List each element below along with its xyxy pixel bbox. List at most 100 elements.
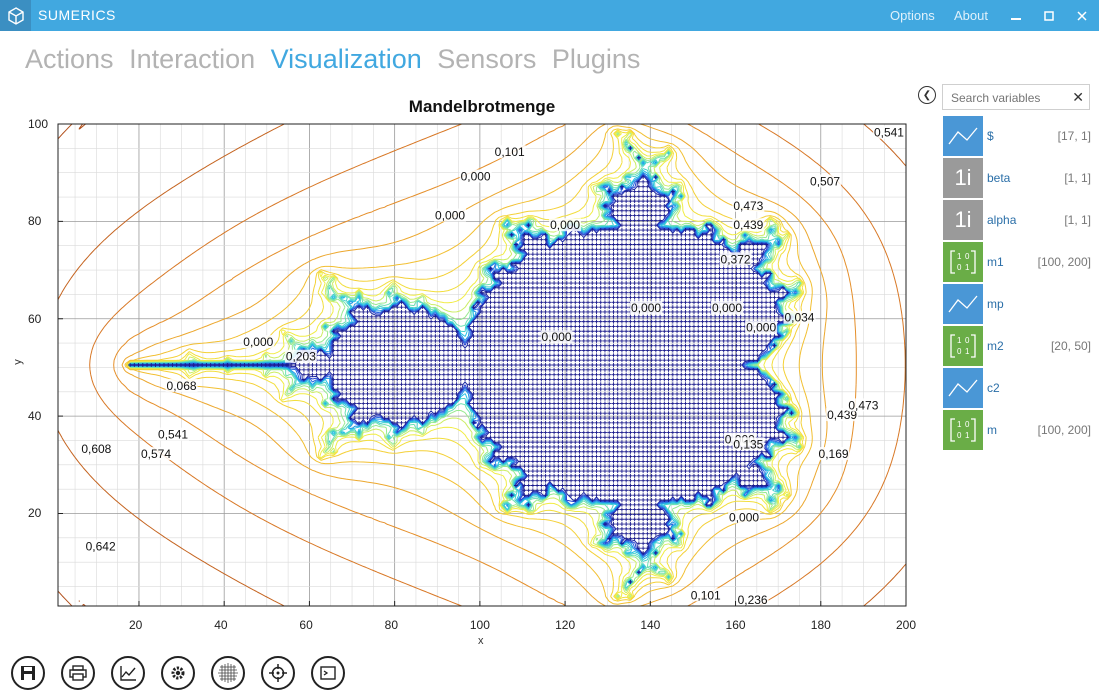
variable-name: $ <box>987 129 994 143</box>
svg-text:1: 1 <box>965 263 970 272</box>
y-axis-label: y <box>11 359 24 365</box>
plot-title: Mandelbrotmenge <box>408 97 556 116</box>
contour-label-bg <box>732 437 765 451</box>
contour-label: 0,000 <box>729 510 759 524</box>
contour-label-bg <box>434 208 467 222</box>
tab-visualization[interactable]: Visualization <box>270 44 422 74</box>
variable-name: c2 <box>987 381 1000 395</box>
variable-item[interactable]: 1i alpha [1, 1] <box>943 200 1093 240</box>
contour-label-bg <box>549 218 582 232</box>
contour-label: 0,473 <box>733 199 763 213</box>
svg-text:0: 0 <box>957 263 962 272</box>
app-logo-icon <box>0 0 31 31</box>
contour-label-bg <box>817 447 850 461</box>
contour-level <box>113 124 857 606</box>
contour-label-bg <box>689 588 722 602</box>
settings-button[interactable] <box>161 656 195 690</box>
x-axis-label: x <box>478 635 484 647</box>
contour-level <box>124 125 813 605</box>
contour-label: 0,541 <box>158 428 188 442</box>
save-button[interactable] <box>11 656 45 690</box>
x-tick-label: 40 <box>214 618 228 632</box>
contour-label-bg <box>165 378 198 392</box>
contour-labels: 0,5410,5070,4730,4390,0000,1010,0000,000… <box>80 125 905 606</box>
y-tick-label: 80 <box>28 214 42 229</box>
contour-label-bg <box>745 320 778 334</box>
search-input[interactable] <box>949 90 1071 106</box>
svg-text:1: 1 <box>965 347 970 356</box>
svg-text:1: 1 <box>957 336 962 345</box>
contour-label-bg <box>728 510 761 524</box>
contour-level <box>127 132 803 598</box>
contour-label: 0,372 <box>721 252 751 266</box>
contour-label: 0,000 <box>461 170 491 184</box>
console-button[interactable] <box>311 656 345 690</box>
grid-icon <box>218 663 238 683</box>
svg-text:0: 0 <box>965 336 970 345</box>
print-button[interactable] <box>61 656 95 690</box>
contour-label-bg <box>711 301 744 315</box>
contour-label-bg <box>459 169 492 183</box>
variable-item[interactable]: $ [17, 1] <box>943 116 1093 156</box>
contour-level <box>58 124 906 606</box>
variable-item[interactable]: 1 0 0 1 m1 [100, 200] <box>943 242 1093 282</box>
contour-label: 0,608 <box>81 442 111 456</box>
variable-name: beta <box>987 171 1011 185</box>
svg-text:0: 0 <box>965 420 970 429</box>
tab-actions[interactable]: Actions <box>25 44 114 74</box>
minimize-icon[interactable] <box>999 0 1033 31</box>
variable-item[interactable]: 1 0 0 1 m2 [20, 50] <box>943 326 1093 366</box>
contour-label-bg <box>847 398 880 412</box>
about-link[interactable]: About <box>954 8 988 23</box>
contour-label: 0,169 <box>819 447 849 461</box>
contour-level <box>126 129 805 601</box>
x-tick-label: 120 <box>555 618 576 632</box>
variable-size: [20, 50] <box>1050 339 1091 353</box>
variable-size: [100, 200] <box>1037 255 1091 269</box>
tab-plugins[interactable]: Plugins <box>551 44 641 74</box>
maximize-icon[interactable] <box>1032 0 1066 31</box>
contour-label: 0,000 <box>746 320 776 334</box>
options-link[interactable]: Options <box>890 8 935 23</box>
variable-item[interactable]: c2 <box>943 368 1093 408</box>
tab-interaction[interactable]: Interaction <box>129 44 256 74</box>
contour-label-bg <box>242 335 275 349</box>
variable-size: [1, 1] <box>1064 213 1091 227</box>
variable-name: alpha <box>987 213 1017 227</box>
svg-text:1: 1 <box>965 431 970 440</box>
contour-level <box>89 124 906 606</box>
contour-label-bg <box>732 218 765 232</box>
app-title: SUMERICS <box>38 7 116 23</box>
collapse-panel-button[interactable]: ❮ <box>918 86 936 104</box>
x-tick-label: 100 <box>469 618 490 632</box>
variable-item[interactable]: 1i beta [1, 1] <box>943 158 1093 198</box>
plot-frame <box>57 123 907 607</box>
svg-text:1: 1 <box>957 252 962 261</box>
y-tick-label: 100 <box>28 117 49 131</box>
contour-label-bg <box>719 252 752 266</box>
close-icon[interactable] <box>1065 0 1099 31</box>
contour-label: 0,000 <box>542 330 572 344</box>
plot-button[interactable] <box>111 656 145 690</box>
svg-text:0: 0 <box>957 431 962 440</box>
tab-sensors[interactable]: Sensors <box>437 44 537 74</box>
y-tick-label: 40 <box>28 409 42 424</box>
variable-item[interactable]: 1 0 0 1 m [100, 200] <box>943 410 1093 450</box>
contour-label: 0,000 <box>435 209 465 223</box>
contour-label: 0,439 <box>733 218 763 232</box>
contour-label: 0,507 <box>810 174 840 188</box>
grid-button[interactable] <box>211 656 245 690</box>
plot-variable-icon <box>943 116 983 156</box>
contour-label-bg <box>736 593 769 606</box>
contour-label: 0,473 <box>848 398 878 412</box>
contour-label: 0,203 <box>286 350 316 364</box>
contour-level <box>125 128 807 602</box>
clear-search-icon[interactable]: ✕ <box>1072 89 1084 105</box>
svg-text:1: 1 <box>957 420 962 429</box>
variable-item[interactable]: mp <box>943 284 1093 324</box>
contour-lines <box>58 124 906 606</box>
crosshair-button[interactable] <box>261 656 295 690</box>
